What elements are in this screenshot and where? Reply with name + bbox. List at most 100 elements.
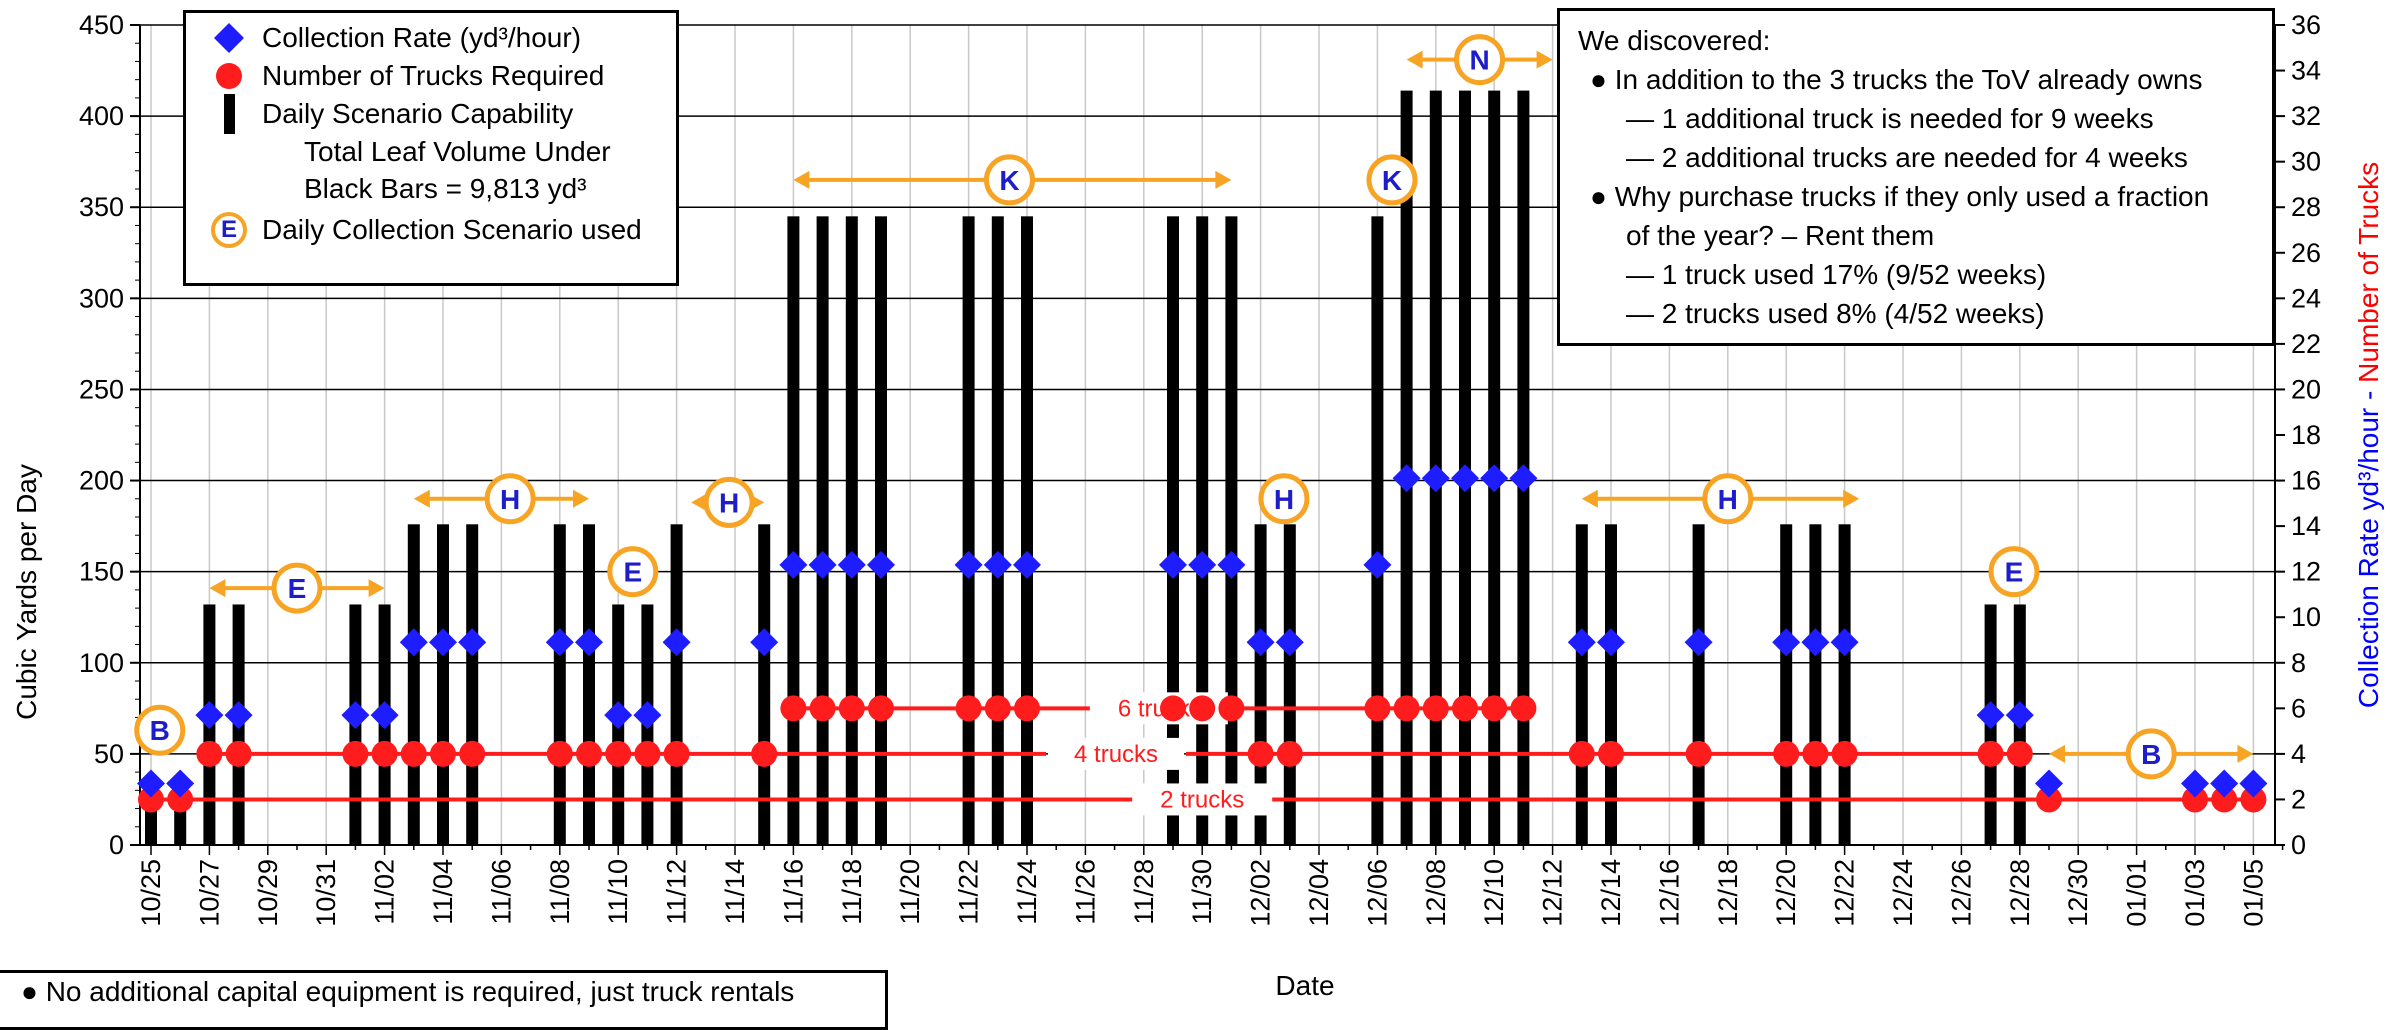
chart: 0501001502002503003504004500246810121416… xyxy=(11,10,2384,999)
rate-marker xyxy=(633,701,662,730)
rate-marker xyxy=(750,628,779,657)
trucks-marker xyxy=(634,740,661,767)
y-right-tick-label: 26 xyxy=(2291,238,2321,268)
scenario-arrow-head-left xyxy=(1581,489,1598,508)
legend-item-rate: Collection Rate (yd³/hour) xyxy=(196,19,676,57)
scenario-circle xyxy=(1258,473,1310,525)
y-right-tick-label: 6 xyxy=(2291,693,2306,723)
capability-bar xyxy=(1780,524,1793,845)
trucks-marker xyxy=(1160,695,1186,722)
y-right-tick-label: 24 xyxy=(2291,283,2321,313)
trucks-marker xyxy=(2240,786,2267,813)
scenario-arrow-head-left xyxy=(209,579,226,598)
y-left-tick-label: 350 xyxy=(79,192,124,222)
right-axis-trucks-label: Number of Trucks xyxy=(2353,162,2384,383)
trucks-marker xyxy=(1218,695,1245,722)
scenario-circle xyxy=(2125,728,2177,780)
capability-bar xyxy=(466,524,479,845)
legend-volume-line-2: Black Bars = 9,813 yd³ xyxy=(304,173,587,204)
x-tick-label: 10/25 xyxy=(136,859,166,927)
x-tick-label: 12/30 xyxy=(2063,859,2093,927)
trucks-marker xyxy=(2006,740,2033,767)
legend-item-scenario: E Daily Collection Scenario used xyxy=(196,211,676,249)
capability-bar xyxy=(845,216,858,846)
rate-marker xyxy=(604,701,633,730)
capability-bar xyxy=(1809,524,1822,845)
scenario-arrow-head-right xyxy=(1843,489,1860,508)
rate-marker xyxy=(837,550,866,579)
y-left-tick-label: 300 xyxy=(79,283,124,313)
trucks-marker xyxy=(955,695,982,722)
y-right-tick-label: 36 xyxy=(2291,10,2321,40)
y-right-tick-label: 18 xyxy=(2291,420,2321,450)
x-axis-title: Date xyxy=(1275,970,1334,999)
rate-marker xyxy=(2035,769,2063,798)
x-tick-label: 12/24 xyxy=(1888,859,1918,927)
trucks-marker xyxy=(1364,695,1391,722)
capability-bar xyxy=(816,216,829,846)
trucks-marker xyxy=(1422,695,1449,722)
findings-continuation: of the year? – Rent them xyxy=(1626,220,1935,251)
trucks-marker xyxy=(1014,695,1040,722)
bar-icon xyxy=(224,94,235,134)
scenario-letter: K xyxy=(1382,165,1402,196)
capability-bar xyxy=(174,804,187,845)
y-right-tick-label: 8 xyxy=(2291,648,2306,678)
x-tick-label: 11/10 xyxy=(603,859,633,925)
trucks-marker xyxy=(838,695,865,722)
rate-marker xyxy=(1392,464,1421,493)
x-tick-label: 12/06 xyxy=(1362,859,1392,927)
y-right-tick-label: 0 xyxy=(2291,830,2306,860)
y-left-tick-label: 400 xyxy=(79,101,124,131)
y-left-tick-label: 250 xyxy=(79,374,124,404)
scenario-circle xyxy=(271,562,323,614)
rate-marker xyxy=(1772,628,1801,657)
rate-marker xyxy=(458,628,487,657)
capability-bar xyxy=(787,216,800,846)
x-tick-label: 11/14 xyxy=(720,859,750,925)
trucks-marker xyxy=(1802,740,1829,767)
trucks-marker xyxy=(984,695,1011,722)
rate-marker xyxy=(1188,550,1217,579)
trucks-marker xyxy=(138,786,164,813)
rate-marker xyxy=(1421,464,1450,493)
scenario-circle xyxy=(134,704,186,756)
y-right-tick-label: 2 xyxy=(2291,784,2306,814)
trucks-marker xyxy=(576,740,602,767)
y-right-tick-label: 28 xyxy=(2291,192,2321,222)
findings-sub-4: — 2 trucks used 8% (4/52 weeks) xyxy=(1626,298,2045,329)
rate-marker xyxy=(779,550,808,579)
trucks-marker xyxy=(2211,786,2238,813)
truck-arrow-label: 2 trucks xyxy=(1160,786,1244,813)
rate-marker xyxy=(575,628,603,657)
y-axis-title-right: Collection Rate yd³/hour - Number of Tru… xyxy=(2353,162,2384,708)
x-tick-label: 11/16 xyxy=(778,859,808,925)
x-tick-label: 12/08 xyxy=(1421,859,1451,927)
x-tick-label: 11/30 xyxy=(1187,859,1217,925)
capability-bar xyxy=(1021,216,1033,846)
scenario-circle xyxy=(1702,473,1754,525)
scenario-arrow-head-left xyxy=(1406,50,1423,69)
trucks-marker xyxy=(1481,695,1508,722)
trucks-marker xyxy=(1452,695,1478,722)
trucks-marker xyxy=(546,740,573,767)
scenario-letter: E xyxy=(623,557,642,588)
rate-marker xyxy=(1509,464,1538,493)
trucks-marker xyxy=(342,740,369,767)
right-axis-separator: - xyxy=(2353,383,2384,408)
data-markers xyxy=(137,464,2268,813)
y-left-tick-label: 50 xyxy=(94,739,124,769)
trucks-marker xyxy=(868,695,894,722)
rate-marker xyxy=(370,701,399,730)
y-right-tick-label: 10 xyxy=(2291,602,2321,632)
capability-bar xyxy=(758,524,771,845)
footer-note-text: ● No additional capital equipment is req… xyxy=(21,976,795,1007)
rate-marker xyxy=(1801,628,1830,657)
x-tick-label: 11/20 xyxy=(895,859,925,925)
capability-bar xyxy=(1605,524,1617,845)
x-tick-label: 12/22 xyxy=(1830,859,1860,927)
trucks-marker xyxy=(1977,740,2004,767)
findings-sub-3: — 1 truck used 17% (9/52 weeks) xyxy=(1626,259,2047,290)
x-tick-label: 11/12 xyxy=(662,859,692,925)
trucks-marker xyxy=(1773,740,1800,767)
